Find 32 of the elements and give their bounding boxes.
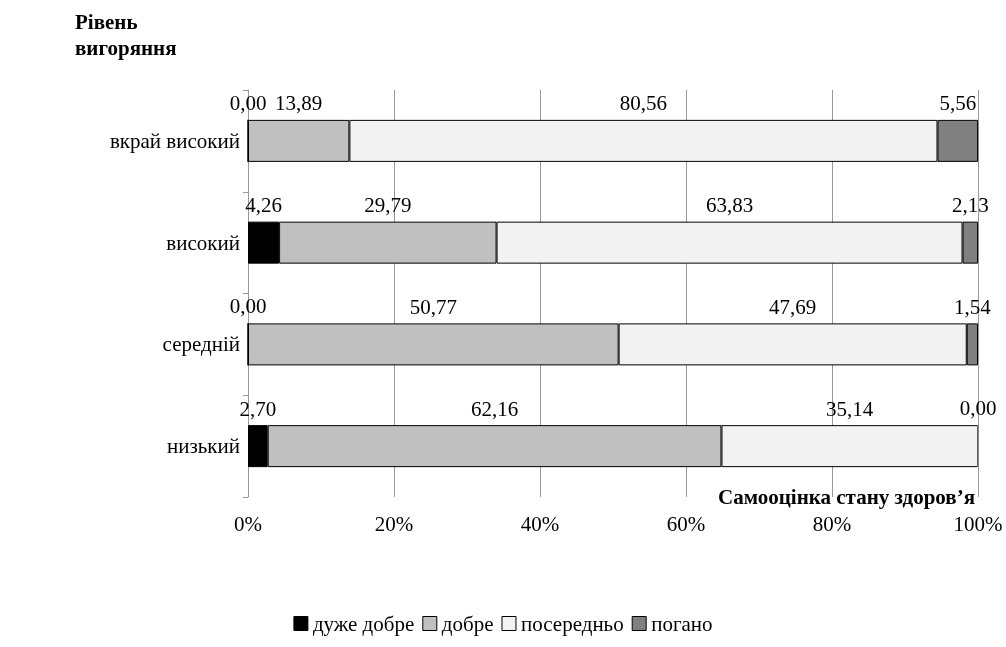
y-tick-label: вкрай високий — [109, 128, 240, 153]
data-label: 13,89 — [275, 91, 323, 116]
data-label: 47,69 — [769, 294, 817, 319]
data-label: 1,54 — [954, 294, 992, 319]
data-label: 35,14 — [826, 396, 874, 421]
y-tick-label: високий — [166, 230, 240, 255]
legend-label: добре — [441, 611, 494, 636]
data-label: 0,00 — [959, 396, 997, 421]
data-label: 4,26 — [245, 193, 282, 218]
data-label: 80,56 — [619, 91, 668, 116]
data-label: 2,13 — [951, 193, 989, 218]
data-label: 62,16 — [470, 396, 519, 421]
x-tick-label: 40% — [520, 511, 560, 536]
x-tick-label: 80% — [812, 511, 852, 536]
legend-label: дуже добре — [312, 611, 415, 636]
legend-label: посередньо — [520, 611, 624, 636]
x-tick-label: 20% — [374, 511, 414, 536]
y-tick-label: низький — [166, 434, 240, 459]
x-tick-label: 100% — [953, 511, 1003, 536]
x-axis-title: Самооцінка стану здоров’я — [718, 485, 976, 509]
x-tick-label: 60% — [666, 511, 706, 536]
data-label: 2,70 — [239, 396, 277, 421]
legend-label: погано — [651, 611, 713, 636]
data-label: 29,79 — [364, 193, 412, 218]
y-axis-title: Рівень вигоряння — [75, 10, 177, 60]
data-label: 0,00 — [229, 294, 267, 319]
y-tick-label: середній — [162, 332, 240, 357]
x-tick-label: 0% — [234, 511, 262, 536]
data-label: 63,83 — [705, 193, 754, 218]
data-label: 5,56 — [939, 91, 977, 116]
data-label: 50,77 — [409, 294, 457, 319]
data-label: 0,00 — [229, 90, 267, 115]
